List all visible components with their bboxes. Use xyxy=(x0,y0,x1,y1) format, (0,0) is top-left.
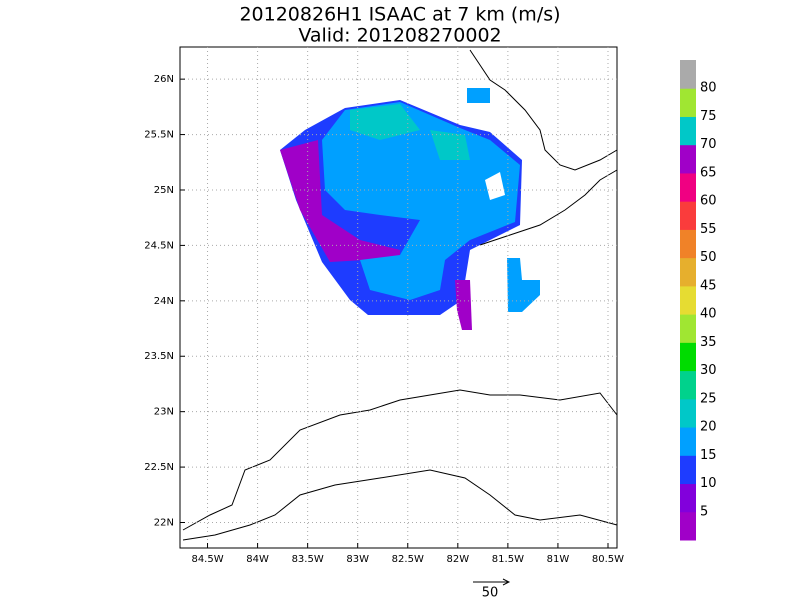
colorbar-segment xyxy=(680,88,696,117)
subtitle: Valid: 201208270002 xyxy=(298,25,501,47)
colorbar-label: 35 xyxy=(700,335,717,350)
colorbar-label: 70 xyxy=(700,137,717,152)
colorbar-label: 30 xyxy=(700,363,717,378)
colorbar-segment xyxy=(680,511,696,541)
x-tick-label: 81W xyxy=(547,554,570,565)
colorbar-segment xyxy=(680,314,696,343)
colorbar-label: 50 xyxy=(700,250,717,265)
colorbar-segment xyxy=(680,398,696,428)
y-tick-label: 24N xyxy=(154,296,174,307)
title: 20120826H1 ISAAC at 7 km (m/s) xyxy=(239,4,560,26)
colorbar-label: 10 xyxy=(700,476,717,491)
coastlines xyxy=(182,49,618,541)
y-tick-label: 22.5N xyxy=(144,462,174,473)
y-tick-label: 23.5N xyxy=(144,351,174,362)
colorbar-segment xyxy=(680,342,696,372)
y-tick-label: 26N xyxy=(154,74,174,85)
y-tick-label: 22N xyxy=(154,518,174,529)
y-tick-label: 25.5N xyxy=(144,130,174,141)
colorbar-label: 40 xyxy=(700,307,717,322)
x-tick-label: 82W xyxy=(447,554,470,565)
colorbar-segment xyxy=(680,201,696,230)
x-tick-label: 81.5W xyxy=(492,554,524,565)
colorbar-segment xyxy=(680,455,696,485)
colorbar-label: 45 xyxy=(700,278,717,293)
colorbar-segment xyxy=(680,285,696,315)
reference-vector xyxy=(473,578,511,586)
colorbar-segment xyxy=(680,427,696,456)
x-tick-label: 83W xyxy=(346,554,369,565)
colorbar-label: 60 xyxy=(700,194,717,209)
wind-field xyxy=(280,88,540,330)
colorbar-label: 75 xyxy=(700,109,717,124)
colorbar-segment xyxy=(680,60,696,89)
colorbar-label: 25 xyxy=(700,391,717,406)
colorbar-label: 55 xyxy=(700,222,717,237)
map-frame xyxy=(179,46,618,549)
x-tick-label: 83.5W xyxy=(292,554,324,565)
x-tick-label: 80.5W xyxy=(592,554,624,565)
colorbar-label: 15 xyxy=(700,448,717,463)
colorbar-segment xyxy=(680,229,696,259)
colorbar-label: 5 xyxy=(700,504,708,519)
colorbar-label: 20 xyxy=(700,420,717,435)
x-tick-label: 82.5W xyxy=(392,554,424,565)
colorbar-segment xyxy=(680,370,696,400)
y-tick-label: 24.5N xyxy=(144,240,174,251)
colorbar-segment xyxy=(680,116,696,146)
x-tick-label: 84.5W xyxy=(191,554,223,565)
x-tick-label: 84W xyxy=(246,554,269,565)
colorbar-segment xyxy=(680,144,696,174)
colorbar-segment xyxy=(680,483,696,513)
colorbar-segment xyxy=(680,172,696,202)
colorbar-label: 80 xyxy=(700,81,717,96)
y-tick-label: 25N xyxy=(154,185,174,196)
y-tick-label: 23N xyxy=(154,407,174,418)
colorbar-segment xyxy=(680,257,696,287)
colorbar-label: 65 xyxy=(700,165,717,180)
reference-vector-label: 50 xyxy=(482,586,499,600)
